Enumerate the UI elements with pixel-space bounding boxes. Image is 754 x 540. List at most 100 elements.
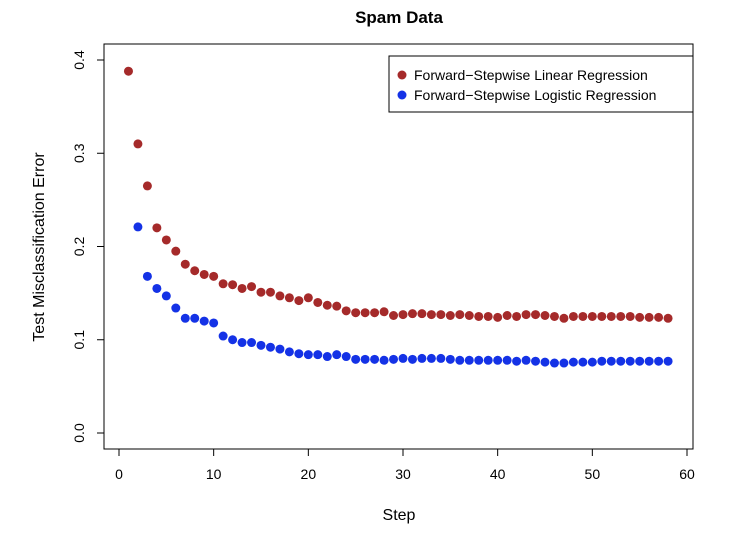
- data-point: [133, 139, 143, 149]
- y-tick-label: 0.0: [71, 423, 87, 443]
- data-point: [351, 354, 361, 364]
- data-point: [322, 300, 332, 310]
- data-point: [379, 355, 389, 365]
- data-point: [133, 222, 143, 232]
- data-point: [540, 311, 550, 320]
- legend: Forward−Stepwise Linear Regression Forwa…: [388, 55, 694, 113]
- data-point: [180, 259, 190, 269]
- data-point: [597, 311, 607, 321]
- data-point: [578, 357, 588, 367]
- data-point: [407, 354, 417, 364]
- data-point: [237, 338, 247, 348]
- data-point: [142, 181, 152, 191]
- data-point: [398, 310, 408, 320]
- data-point: [654, 312, 664, 322]
- data-point: [455, 355, 465, 365]
- x-tick-label: 40: [490, 466, 506, 482]
- data-point: [209, 318, 219, 328]
- data-point: [152, 283, 162, 293]
- data-point: [417, 309, 427, 319]
- data-point: [436, 353, 446, 363]
- data-point: [417, 353, 427, 363]
- data-point: [199, 269, 209, 279]
- data-point: [663, 356, 673, 366]
- data-point: [559, 358, 569, 368]
- data-point: [228, 335, 238, 345]
- data-point: [512, 356, 522, 366]
- data-point: [351, 308, 361, 318]
- data-point: [464, 355, 474, 365]
- data-point: [616, 311, 626, 321]
- data-point: [370, 354, 380, 364]
- x-tick-label: 20: [301, 466, 317, 482]
- x-tick-label: 60: [679, 466, 695, 482]
- data-point: [360, 354, 370, 364]
- data-point: [436, 310, 446, 320]
- data-point: [540, 357, 550, 367]
- y-tick-label: 0.1: [71, 330, 87, 350]
- data-point: [464, 311, 474, 320]
- data-point: [218, 279, 228, 289]
- legend-marker-linear: [397, 70, 407, 80]
- legend-box: [388, 55, 694, 113]
- data-point: [284, 347, 294, 357]
- data-point: [616, 356, 626, 366]
- y-axis-label: Test Misclassification Error: [31, 152, 48, 342]
- data-point: [597, 356, 607, 366]
- data-point: [549, 311, 559, 321]
- data-point: [578, 311, 588, 321]
- data-point: [294, 296, 304, 306]
- data-point: [483, 311, 493, 321]
- data-point: [606, 311, 616, 321]
- data-point: [190, 266, 200, 276]
- data-point: [247, 338, 257, 348]
- x-tick-label: 10: [206, 466, 222, 482]
- data-point: [313, 350, 323, 360]
- data-point: [332, 350, 342, 360]
- data-point: [265, 342, 275, 352]
- data-point: [228, 280, 238, 290]
- y-tick-label: 0.4: [71, 50, 87, 70]
- data-point: [587, 357, 597, 367]
- data-point: [180, 313, 190, 323]
- data-point: [247, 282, 257, 292]
- data-point: [426, 353, 436, 363]
- data-point: [493, 312, 503, 322]
- data-point: [502, 311, 512, 320]
- data-point: [502, 355, 512, 365]
- data-point: [190, 313, 200, 323]
- data-point: [294, 349, 304, 359]
- data-point: [265, 287, 275, 297]
- x-tick-label: 0: [115, 466, 123, 482]
- data-point: [398, 353, 408, 363]
- data-point: [654, 356, 664, 366]
- data-point: [171, 246, 181, 256]
- data-point: [303, 293, 313, 303]
- legend-label-linear: Forward−Stepwise Linear Regression: [414, 67, 648, 83]
- data-point: [322, 352, 332, 362]
- legend-label-logistic: Forward−Stepwise Logistic Regression: [414, 87, 656, 103]
- data-point: [237, 283, 247, 293]
- data-point: [559, 313, 569, 323]
- data-point: [123, 66, 133, 76]
- x-tick-label: 30: [395, 466, 411, 482]
- data-point: [370, 308, 380, 318]
- data-point: [549, 358, 559, 368]
- x-tick-label: 50: [585, 466, 601, 482]
- data-point: [483, 355, 493, 365]
- data-point: [625, 356, 635, 366]
- data-point: [275, 291, 285, 301]
- data-point: [644, 356, 654, 366]
- data-point: [512, 311, 522, 321]
- data-point: [635, 356, 645, 366]
- data-point: [275, 344, 285, 354]
- data-point: [161, 235, 171, 245]
- data-point: [142, 271, 152, 281]
- data-point: [635, 312, 645, 322]
- data-point: [493, 355, 503, 365]
- data-point: [426, 310, 436, 320]
- series-0: [123, 66, 673, 323]
- x-axis: 0 10 20 30 40 50 60: [115, 448, 695, 482]
- y-axis: 0.0 0.1 0.2 0.3 0.4: [71, 50, 105, 443]
- data-point: [474, 311, 484, 321]
